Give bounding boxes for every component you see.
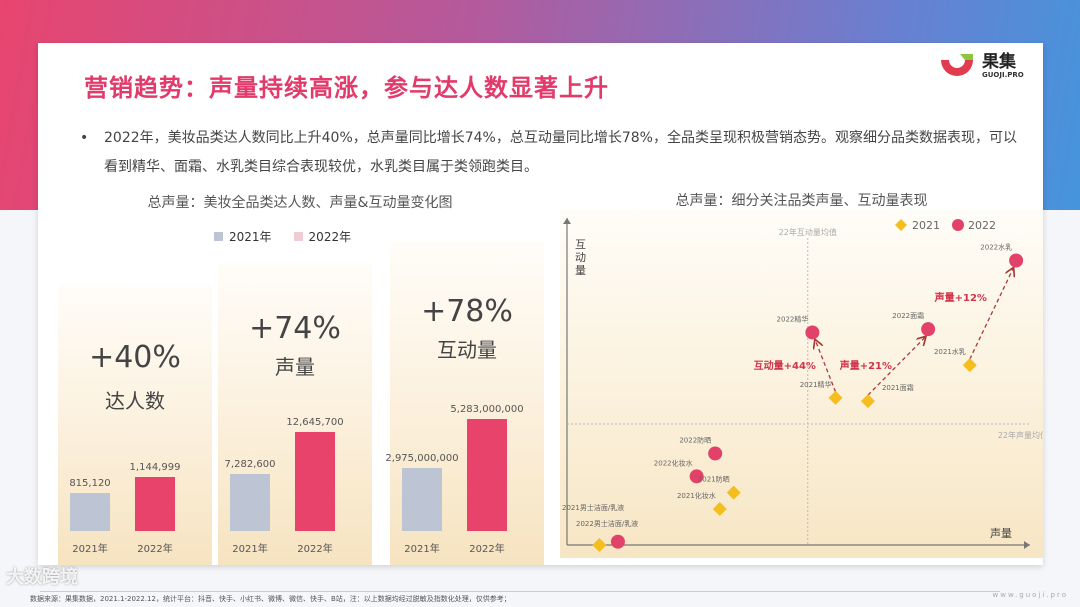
point-label: 2022男士洁面/乳液 [576,519,638,528]
legend-marker-2021 [895,219,907,231]
growth-percent: +40% [89,340,181,375]
metric-panel: +40% 达人数 815,120 2021年 1,144,999 2022年 [58,285,212,565]
bar-2021年 [402,467,442,531]
scatter-chart: 互动量声量 22年互动量均值 22年声量均值 2021 2022 互动量+44% 声量+21… [560,210,1048,558]
growth-arrow [815,340,837,393]
bar-2021年 [70,492,110,531]
footer-source: 数据来源：果集数据，2021.1-2022.12，统计平台：抖音、快手、小红书、… [30,595,511,603]
summary-bullet: 2022年，美妆品类达人数同比上升40%，总声量同比增长74%，总互动量同比增长… [80,124,1020,182]
point-label: 2021水乳 [934,347,966,356]
point-label: 2021精华 [800,380,832,389]
category-label: 2022年 [137,544,173,555]
growth-annotation: 声量+12% [934,291,987,304]
metric-panel: +78% 互动量 2,975,000,000 2021年 5,283,000,000 2… [385,242,544,565]
point-2021 [962,358,977,373]
bar-value-label: 1,144,999 [129,462,181,473]
bar-2022年 [467,419,507,531]
legend-label-2022: 2022 [968,219,996,232]
page-title: 营销趋势：声量持续高涨，参与达人数显著上升 [84,74,609,102]
growth-annotation: 互动量+44% [754,359,816,372]
bar-2022年 [295,432,335,531]
x-axis-label: 声量 [990,526,1012,540]
bar-value-label: 7,282,600 [224,459,276,470]
metric-label: 声量 [275,355,315,379]
growth-arrow [969,269,1013,360]
bar-2022年 [135,477,175,531]
bar-value-label: 5,283,000,000 [450,404,524,415]
growth-percent: +74% [249,311,341,346]
metric-label: 达人数 [105,389,165,413]
mean-label-horizontal: 22年声量均值 [998,430,1043,440]
legend-marker-2022 [952,219,964,231]
point-2021 [828,390,843,405]
watermark: 大数跨境 [6,567,78,588]
point-2022 [921,322,936,337]
point-label: 2022精华 [777,314,809,323]
metric-label: 互动量 [437,338,497,362]
point-label: 2021面霜 [882,384,914,392]
point-label: 2022面霜 [892,312,924,320]
point-label: 2021防晒 [698,475,730,484]
point-label: 2022化妆水 [654,458,693,467]
point-2022 [689,469,704,484]
bar-2021年 [230,474,270,531]
logo-name: 果集 [982,51,1016,72]
category-label: 2021年 [72,544,108,555]
category-label: 2021年 [232,544,268,555]
left-chart-title: 总声量：美妆全品类达人数、声量&互动量变化图 [147,195,453,211]
point-label: 2021男士洁面/乳液 [562,503,624,512]
point-2022 [1009,253,1024,268]
growth-annotation: 声量+21% [839,359,892,372]
category-label: 2022年 [297,544,333,555]
point-label: 2022水乳 [980,243,1012,252]
bar-value-label: 2,975,000,000 [385,452,459,464]
y-axis-label: 互动量 [575,238,586,277]
legend-label-2021: 2021 [912,219,940,232]
site-url: www.guoji.pro [992,591,1068,599]
point-2021 [860,394,875,409]
bar-value-label: 815,120 [69,477,111,489]
y-axis-arrow [563,218,571,224]
point-2022 [610,534,625,549]
legend-2022: 2022年 [293,228,351,245]
point-label: 2021化妆水 [677,491,716,500]
point-label: 2022防晒 [679,435,711,444]
point-2022 [805,325,820,340]
left-chart-legend: 2021年 2022年 [214,228,351,245]
category-label: 2022年 [469,544,505,555]
legend-2021: 2021年 [214,228,272,245]
divider [40,591,1000,592]
logo: 果集 GUOJI.PRO [938,52,1024,80]
bar-value-label: 12,645,700 [286,417,344,428]
right-chart-title: 总声量：细分关注品类声量、互动量表现 [675,193,928,209]
metric-panel: +74% 声量 7,282,600 2021年 12,645,700 2022年 [218,263,372,565]
logo-icon [941,54,973,76]
logo-sub: GUOJI.PRO [982,70,1024,79]
mean-label-vertical: 22年互动量均值 [779,227,837,237]
point-2021 [726,485,741,500]
growth-percent: +78% [421,294,513,329]
x-axis-arrow [1024,541,1030,549]
point-2021 [592,538,607,552]
category-label: 2021年 [404,544,440,555]
point-2022 [708,446,723,461]
point-2021 [712,502,727,517]
